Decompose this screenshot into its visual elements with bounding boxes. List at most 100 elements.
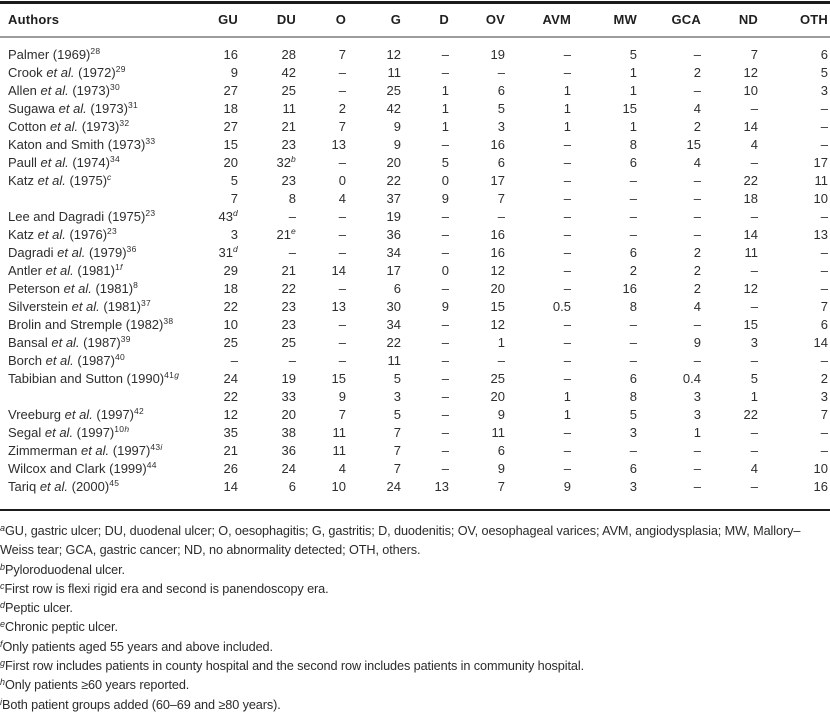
value-cell: 12 — [490, 317, 505, 332]
value-cell: – — [338, 245, 346, 260]
value-cell: 5 — [497, 101, 505, 116]
value-cell: – — [563, 191, 571, 206]
author-cell: Katz et al. (1976)23 — [8, 226, 118, 242]
value-cell: 8 — [629, 299, 637, 314]
value-cell: – — [629, 227, 637, 242]
value-cell: 1 — [441, 101, 449, 116]
value-cell: 13 — [331, 299, 346, 314]
value-cell: 20 — [386, 155, 401, 170]
value-cell: 16 — [490, 137, 505, 152]
value-cell: 6 — [497, 443, 505, 458]
value-cell: 15 — [331, 371, 346, 386]
value-cell: 34 — [386, 245, 401, 260]
value-cell: – — [750, 101, 758, 116]
value-cell: – — [693, 353, 701, 368]
value-cell: 15 — [490, 299, 505, 314]
value-cell: 15 — [686, 137, 701, 152]
value-cell: – — [563, 227, 571, 242]
value-cell: – — [693, 317, 701, 332]
value-cell: – — [750, 155, 758, 170]
value-cell: 12 — [743, 65, 758, 80]
value-cell: 15 — [622, 101, 637, 116]
value-cell: 22 — [281, 281, 296, 296]
value-cell: – — [693, 47, 701, 62]
value-cell: – — [693, 227, 701, 242]
value-cell: – — [820, 281, 828, 296]
value-cell: 0.4 — [682, 371, 701, 386]
value-cell: 2 — [693, 65, 701, 80]
value-cell: 2 — [693, 119, 701, 134]
table-row: Silverstein et al. (1981)37 22 23 13 30 9 15 0.… — [0, 298, 830, 316]
author-cell — [0, 190, 208, 208]
value-cell: 15 — [743, 317, 758, 332]
value-cell: 14 — [813, 335, 828, 350]
value-cell: 22 — [386, 173, 401, 188]
value-cell: – — [693, 191, 701, 206]
table-row: Cotton et al. (1973)32 27 21 7 9 1 3 1 1 2 14 – — [0, 118, 830, 136]
value-cell: 37 — [386, 191, 401, 206]
value-cell: 14 — [331, 263, 346, 278]
value-cell: – — [338, 227, 346, 242]
value-cell: 24 — [281, 461, 296, 476]
table-row: Vreeburg et al. (1997)42 12 20 7 5 – 9 1 5 3 22 7 — [0, 406, 830, 424]
table-body: Palmer (1969)28 16 28 7 12–19–5–7 6 Crook et a… — [0, 37, 830, 510]
column-header-g: G — [346, 2, 401, 38]
value-cell: 31d — [218, 244, 238, 260]
value-cell: 20 — [490, 281, 505, 296]
value-cell: 12 — [223, 407, 238, 422]
value-cell: 16 — [622, 281, 637, 296]
value-cell: 1 — [563, 407, 571, 422]
table-row: Segal et al. (1997)10h 35 38 11 7 – 11 – 3 1 – – — [0, 424, 830, 442]
value-cell: – — [820, 443, 828, 458]
value-cell: 1 — [629, 83, 637, 98]
value-cell: 9 — [441, 299, 449, 314]
value-cell: 10 — [743, 83, 758, 98]
value-cell: 35 — [223, 425, 238, 440]
value-cell: 9 — [338, 389, 346, 404]
value-cell: 11 — [491, 425, 506, 440]
value-cell: 25 — [386, 83, 401, 98]
value-cell: 6 — [629, 245, 637, 260]
value-cell: 1 — [441, 119, 449, 134]
footnote-i: iBoth patient groups added (60–69 and ≥8… — [0, 696, 281, 712]
value-cell: 17 — [386, 263, 401, 278]
value-cell: 21 — [281, 119, 296, 134]
value-cell: – — [497, 65, 505, 80]
value-cell: – — [629, 173, 637, 188]
value-cell: 30 — [386, 299, 401, 314]
value-cell: 24 — [386, 479, 401, 494]
value-cell: 19 — [281, 371, 296, 386]
value-cell: 6 — [629, 461, 637, 476]
value-cell: 1 — [629, 65, 637, 80]
author-cell: Brolin and Stremple (1982)38 — [8, 316, 174, 332]
table-row: Zimmerman et al. (1997)43i 21 36 11 7 – 6 – – – – – — [0, 442, 830, 460]
table-row: Wilcox and Clark (1999)44 26 24 4 7 – 9 – 6 – 4 10 — [0, 460, 830, 478]
value-cell: 8 — [629, 137, 637, 152]
value-cell: 12 — [386, 47, 401, 62]
value-cell: – — [563, 263, 571, 278]
author-cell: Allen et al. (1973)30 — [8, 82, 120, 98]
value-cell: 3 — [750, 335, 758, 350]
value-cell: 12 — [743, 281, 758, 296]
table-row: Brolin and Stremple (1982)38 10 23 – 34 – 12 – –… — [0, 316, 830, 334]
value-cell: 11 — [332, 443, 347, 458]
value-cell: 9 — [393, 119, 401, 134]
value-cell: 16 — [813, 479, 828, 494]
value-cell: 9 — [497, 407, 505, 422]
value-cell: 2 — [693, 245, 701, 260]
value-cell: 23 — [281, 317, 296, 332]
value-cell: 1 — [693, 425, 701, 440]
footnote-h: hOnly patients ≥60 years reported. — [0, 677, 190, 693]
value-cell: 10 — [813, 461, 828, 476]
value-cell: 6 — [629, 371, 637, 386]
value-cell: 36 — [386, 227, 401, 242]
value-cell: – — [441, 47, 449, 62]
value-cell: 1 — [750, 389, 758, 404]
value-cell: 7 — [393, 425, 401, 440]
value-cell: – — [820, 245, 828, 260]
value-cell: 20 — [223, 155, 238, 170]
column-header-ov: OV — [449, 2, 505, 38]
footnote-e: eChronic peptic ulcer. — [0, 619, 118, 635]
value-cell: 14 — [743, 227, 758, 242]
